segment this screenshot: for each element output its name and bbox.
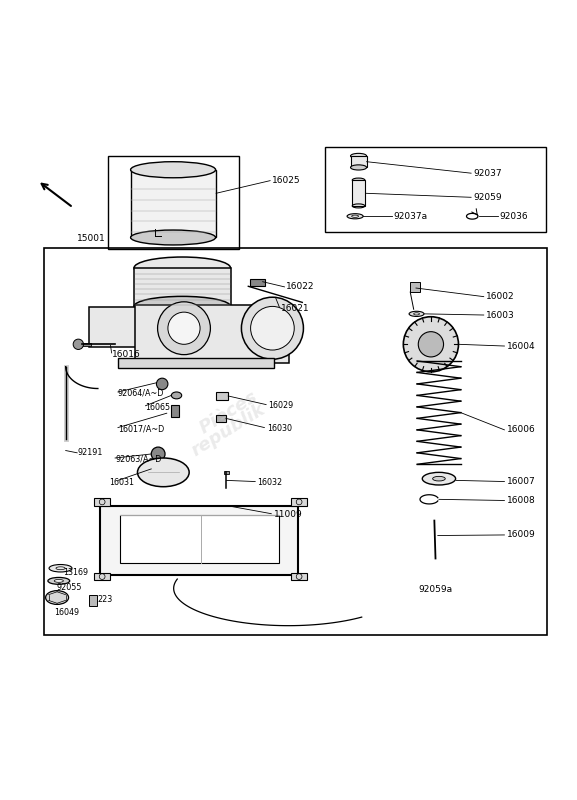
Bar (108, 156, 238, 249)
Bar (224, 470, 229, 474)
Text: 16003: 16003 (486, 310, 515, 319)
Text: 16008: 16008 (507, 496, 535, 505)
Circle shape (151, 447, 165, 461)
Text: Pièces: Pièces (196, 388, 261, 438)
Text: 92055: 92055 (57, 583, 82, 592)
Text: 16006: 16006 (507, 426, 535, 434)
Ellipse shape (54, 579, 63, 582)
Text: 92191: 92191 (78, 448, 103, 458)
Text: 16032: 16032 (257, 478, 283, 486)
Ellipse shape (352, 178, 365, 182)
Ellipse shape (241, 298, 304, 359)
Ellipse shape (134, 296, 230, 317)
Ellipse shape (134, 257, 230, 279)
Circle shape (156, 378, 168, 390)
Bar (95, 498, 110, 506)
Text: 16031: 16031 (109, 478, 134, 486)
Ellipse shape (350, 154, 366, 158)
Bar (216, 415, 226, 422)
Text: 92064/A~D: 92064/A~D (118, 389, 164, 398)
Ellipse shape (158, 302, 211, 354)
Bar (89, 595, 97, 606)
Text: 11009: 11009 (273, 510, 302, 519)
Text: 16030: 16030 (267, 424, 292, 434)
Ellipse shape (130, 230, 216, 245)
Bar (100, 506, 298, 574)
Bar (291, 573, 307, 580)
Bar (216, 392, 228, 400)
Text: 16016: 16016 (111, 350, 140, 358)
Bar (291, 498, 307, 506)
Text: 92059a: 92059a (418, 585, 452, 594)
Ellipse shape (409, 311, 424, 317)
Bar (95, 573, 110, 580)
Ellipse shape (168, 312, 200, 344)
Ellipse shape (48, 578, 70, 584)
Ellipse shape (347, 214, 363, 219)
Bar (134, 306, 288, 362)
Bar (81, 342, 91, 346)
Circle shape (403, 317, 459, 372)
Bar (44, 248, 547, 635)
Text: 15001: 15001 (77, 234, 106, 242)
Text: 16029: 16029 (268, 402, 293, 410)
Text: 13169: 13169 (63, 568, 88, 577)
Bar (89, 307, 151, 347)
Ellipse shape (422, 472, 456, 485)
Bar (130, 170, 216, 238)
Text: 92059: 92059 (473, 193, 502, 202)
Text: republik: republik (188, 400, 269, 460)
Bar (410, 282, 420, 292)
Ellipse shape (171, 392, 182, 399)
Bar (119, 515, 279, 563)
Bar (250, 279, 265, 286)
Text: 16007: 16007 (507, 477, 535, 486)
Text: 16009: 16009 (507, 530, 535, 539)
Text: 16017/A~D: 16017/A~D (118, 424, 164, 434)
Ellipse shape (433, 476, 445, 481)
Text: 16025: 16025 (272, 176, 301, 185)
Text: 92063/A~D: 92063/A~D (115, 454, 162, 464)
Text: 223: 223 (98, 595, 113, 604)
Text: 92037a: 92037a (394, 212, 428, 221)
Ellipse shape (46, 590, 69, 605)
Text: 16004: 16004 (507, 342, 535, 350)
Ellipse shape (49, 565, 72, 572)
Text: 92036: 92036 (500, 212, 529, 221)
Text: 92037: 92037 (473, 169, 502, 178)
Ellipse shape (130, 162, 216, 178)
Circle shape (418, 332, 444, 357)
Bar (134, 268, 230, 306)
Bar (352, 180, 365, 206)
Bar (118, 358, 274, 369)
Text: 16065: 16065 (145, 403, 171, 412)
Ellipse shape (137, 458, 189, 486)
Ellipse shape (250, 306, 294, 350)
Circle shape (73, 339, 84, 350)
Text: 16002: 16002 (486, 292, 515, 301)
Bar (350, 156, 366, 167)
Text: 16022: 16022 (286, 282, 314, 291)
Ellipse shape (350, 165, 366, 170)
Text: 16021: 16021 (281, 304, 310, 313)
Text: 16049: 16049 (54, 608, 80, 617)
Bar (171, 405, 179, 418)
Bar (325, 147, 546, 232)
